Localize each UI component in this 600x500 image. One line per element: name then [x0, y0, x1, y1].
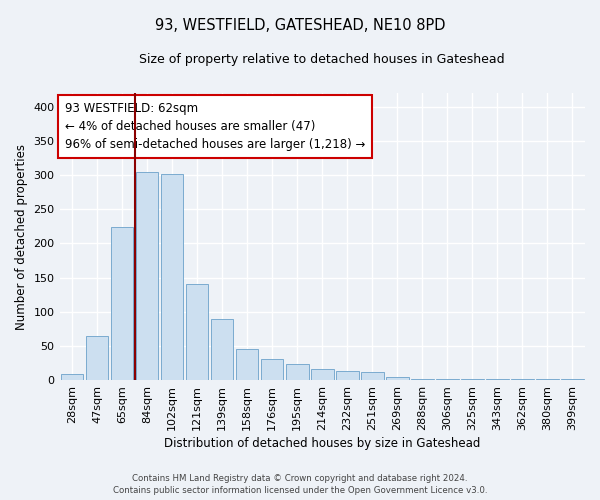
- Bar: [311, 369, 334, 380]
- Bar: [261, 359, 283, 380]
- Bar: [436, 378, 458, 380]
- Text: 93, WESTFIELD, GATESHEAD, NE10 8PD: 93, WESTFIELD, GATESHEAD, NE10 8PD: [155, 18, 445, 32]
- Bar: [411, 378, 434, 380]
- X-axis label: Distribution of detached houses by size in Gateshead: Distribution of detached houses by size …: [164, 437, 481, 450]
- Title: Size of property relative to detached houses in Gateshead: Size of property relative to detached ho…: [139, 52, 505, 66]
- Bar: [336, 371, 359, 380]
- Bar: [86, 336, 109, 380]
- Bar: [386, 376, 409, 380]
- Bar: [111, 227, 133, 380]
- Bar: [186, 284, 208, 380]
- Bar: [61, 374, 83, 380]
- Text: Contains HM Land Registry data © Crown copyright and database right 2024.
Contai: Contains HM Land Registry data © Crown c…: [113, 474, 487, 495]
- Y-axis label: Number of detached properties: Number of detached properties: [15, 144, 28, 330]
- Bar: [136, 172, 158, 380]
- Bar: [211, 318, 233, 380]
- Bar: [286, 364, 308, 380]
- Bar: [236, 348, 259, 380]
- Text: 93 WESTFIELD: 62sqm
← 4% of detached houses are smaller (47)
96% of semi-detache: 93 WESTFIELD: 62sqm ← 4% of detached hou…: [65, 102, 365, 150]
- Bar: [161, 174, 184, 380]
- Bar: [361, 372, 383, 380]
